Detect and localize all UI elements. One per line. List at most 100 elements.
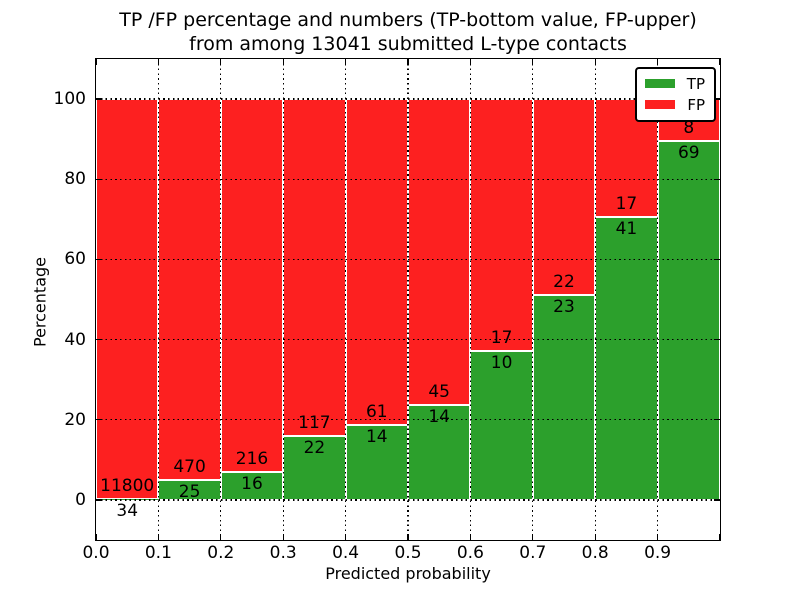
tp-count-label: 23 <box>553 297 575 318</box>
bar-segment-tp <box>532 295 596 500</box>
x-tick <box>656 59 659 65</box>
chart-title: TP /FP percentage and numbers (TP-bottom… <box>96 8 720 56</box>
x-tick <box>220 534 222 540</box>
bar-segment-tp <box>657 140 720 500</box>
y-tick <box>714 258 720 261</box>
fp-count-label: 61 <box>365 402 388 423</box>
x-tick-label: 0.9 <box>644 543 672 563</box>
tp-count-label: 14 <box>365 427 388 448</box>
y-tick <box>714 499 720 501</box>
fp-count-label: 17 <box>615 193 638 214</box>
x-gridline <box>344 59 347 540</box>
y-tick-label: 40 <box>64 329 86 350</box>
x-gridline <box>532 59 534 540</box>
fp-count-label: 216 <box>235 449 269 470</box>
fp-count-label: 117 <box>298 413 331 434</box>
x-gridline <box>407 59 409 540</box>
x-gridline <box>282 59 284 540</box>
x-gridline <box>157 59 160 540</box>
x-tick <box>220 59 222 65</box>
x-tick-label: 0.0 <box>82 543 110 563</box>
fp-count-label: 11800 <box>100 475 155 496</box>
legend-label-tp: TP <box>686 74 705 93</box>
y-tick-label: 20 <box>64 409 86 430</box>
x-tick <box>594 59 596 65</box>
legend-item-tp: TP <box>644 73 705 94</box>
y-tick-label: 80 <box>64 169 86 190</box>
y-tick <box>96 98 102 100</box>
y-tick <box>96 178 102 180</box>
y-tick <box>96 419 102 421</box>
x-tick <box>532 59 534 65</box>
y-tick <box>96 338 102 341</box>
x-tick <box>95 534 97 540</box>
legend-item-fp: FP <box>644 94 705 115</box>
bar-segment-fp <box>96 99 159 499</box>
x-tick <box>594 534 596 540</box>
x-tick-label: 0.5 <box>394 543 422 563</box>
tp-count-label: 41 <box>615 218 638 239</box>
x-tick-label: 0.1 <box>144 543 172 563</box>
y-tick <box>714 98 720 100</box>
x-gridline <box>469 59 472 540</box>
y-gridline <box>96 98 720 100</box>
legend: TP FP <box>634 67 716 122</box>
x-tick <box>282 59 284 65</box>
fp-count-label: 22 <box>553 272 575 293</box>
legend-swatch-fp-icon <box>644 100 675 109</box>
fp-count-label: 8 <box>683 117 695 138</box>
bar-segment-fp <box>345 99 408 426</box>
bar-segment-fp <box>283 99 346 437</box>
x-tick <box>157 534 160 540</box>
y-tick <box>714 419 720 421</box>
y-gridline <box>96 258 720 261</box>
x-tick <box>469 534 472 540</box>
x-tick-label: 0.7 <box>519 543 547 563</box>
tp-count-label: 10 <box>490 353 513 374</box>
bar-segment-tp <box>408 404 471 500</box>
x-tick <box>344 59 347 65</box>
x-tick <box>719 534 721 540</box>
x-tick-label: 0.8 <box>581 543 609 563</box>
tp-count-label: 25 <box>178 481 201 502</box>
x-tick-label: 0.6 <box>456 543 484 563</box>
y-tick <box>96 499 102 501</box>
x-tick <box>532 534 534 540</box>
y-tick <box>714 338 720 341</box>
y-tick-label: 0 <box>75 489 86 510</box>
tp-count-label: 22 <box>303 438 326 459</box>
bar-segment-fp <box>470 99 533 352</box>
x-gridline <box>656 59 659 540</box>
x-tick <box>282 534 284 540</box>
fp-count-label: 470 <box>173 456 206 477</box>
x-gridline <box>220 59 222 540</box>
y-gridline <box>96 338 720 341</box>
y-tick <box>714 178 720 180</box>
bar-segment-fp <box>220 99 284 473</box>
tp-count-label: 69 <box>677 142 700 163</box>
plot-area: 11800 34 470 25 216 16 117 22 61 14 45 14 17 10 22 23 17… <box>95 58 721 541</box>
x-tick <box>719 59 721 65</box>
bar-segment-tp <box>220 472 284 500</box>
x-axis-label: Predicted probability <box>325 564 491 583</box>
y-gridline <box>96 419 720 421</box>
bar-segment-tp <box>470 351 533 500</box>
chart-title-line2: from among 13041 submitted L-type contac… <box>189 33 627 55</box>
x-tick <box>656 534 659 540</box>
x-tick-label: 0.2 <box>207 543 235 563</box>
x-tick-label: 0.3 <box>269 543 297 563</box>
tp-count-label: 14 <box>428 406 450 427</box>
bar-segment-fp <box>158 99 221 480</box>
x-tick <box>469 59 472 65</box>
x-tick <box>407 534 409 540</box>
y-tick-label: 60 <box>64 249 86 270</box>
fp-count-label: 17 <box>490 328 513 349</box>
y-gridline <box>96 499 720 501</box>
legend-swatch-tp-icon <box>644 79 675 88</box>
fp-count-label: 45 <box>428 381 450 402</box>
legend-label-fp: FP <box>687 95 705 114</box>
x-tick <box>95 59 97 65</box>
x-tick-label: 0.4 <box>332 543 360 563</box>
tp-count-label: 34 <box>116 500 139 521</box>
